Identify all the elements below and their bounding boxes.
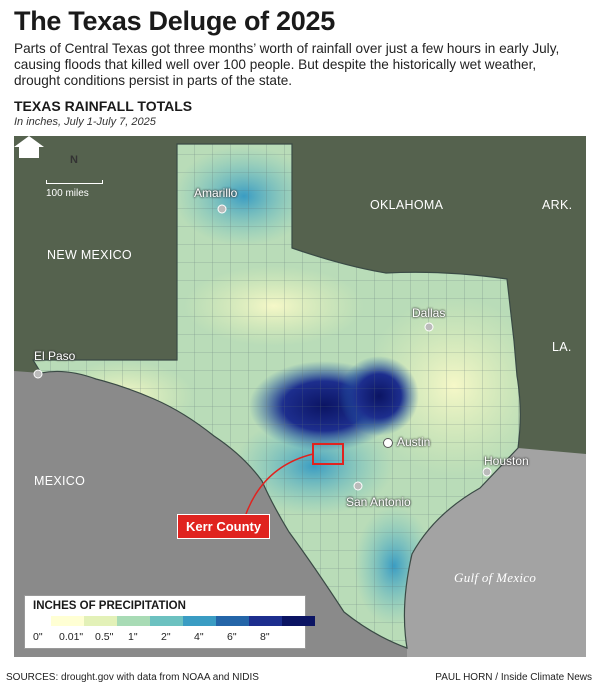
city-houston: Houston	[484, 454, 529, 468]
legend-swatch	[216, 616, 249, 626]
legend-swatch	[183, 616, 216, 626]
legend-swatch	[84, 616, 117, 626]
region-arkansas: ARK.	[542, 198, 573, 212]
north-arrow-icon	[14, 136, 44, 158]
city-dallas: Dallas	[412, 306, 446, 320]
page-title: The Texas Deluge of 2025	[14, 6, 335, 36]
kerr-county-callout: Kerr County	[177, 514, 271, 539]
legend-tick: 0.5"	[95, 631, 114, 643]
legend-tick: 8"	[260, 631, 270, 643]
city-amarillo: Amarillo	[194, 186, 238, 200]
legend-swatch	[249, 616, 282, 626]
page-description: Parts of Central Texas got three months’…	[14, 41, 560, 88]
region-oklahoma: OKLAHOMA	[370, 198, 444, 212]
legend-swatch	[150, 616, 183, 626]
rainfall-map: N 100 miles NEW MEXICO OKLAHOMA ARK. LA.…	[14, 136, 586, 657]
credit-note: PAUL HORN / Inside Climate News	[435, 672, 592, 683]
legend-title: INCHES OF PRECIPITATION	[33, 600, 186, 612]
map-graphic	[14, 143, 586, 657]
legend-tick: 6"	[227, 631, 237, 643]
map-title: TEXAS RAINFALL TOTALS	[14, 98, 193, 114]
city-san-antonio: San Antonio	[346, 495, 411, 509]
map-subtitle: In inches, July 1-July 7, 2025	[14, 116, 156, 128]
scale-bar	[46, 180, 103, 184]
precipitation-legend: INCHES OF PRECIPITATION 0" 0.01" 0.5" 1"…	[24, 595, 315, 649]
legend-swatch	[117, 616, 150, 626]
legend-tick: 1"	[128, 631, 138, 643]
legend-ticks: 0" 0.01" 0.5" 1" 2" 4" 6" 8"	[25, 631, 305, 645]
legend-tick: 0.01"	[59, 631, 84, 643]
compass-label: N	[70, 154, 79, 166]
scale-label: 100 miles	[46, 188, 89, 199]
region-new-mexico: NEW MEXICO	[47, 248, 132, 262]
region-mexico: MEXICO	[34, 474, 86, 488]
legend-swatch	[282, 616, 315, 626]
sources-note: SOURCES: drought.gov with data from NOAA…	[6, 672, 259, 683]
region-louisiana: LA.	[552, 340, 572, 354]
legend-swatch	[51, 616, 84, 626]
city-el-paso: El Paso	[34, 349, 76, 363]
city-austin: Austin	[397, 435, 431, 449]
legend-tick: 0"	[33, 631, 43, 643]
legend-tick: 4"	[194, 631, 204, 643]
region-gulf: Gulf of Mexico	[454, 570, 537, 585]
legend-swatches	[51, 616, 315, 626]
legend-tick: 2"	[161, 631, 171, 643]
